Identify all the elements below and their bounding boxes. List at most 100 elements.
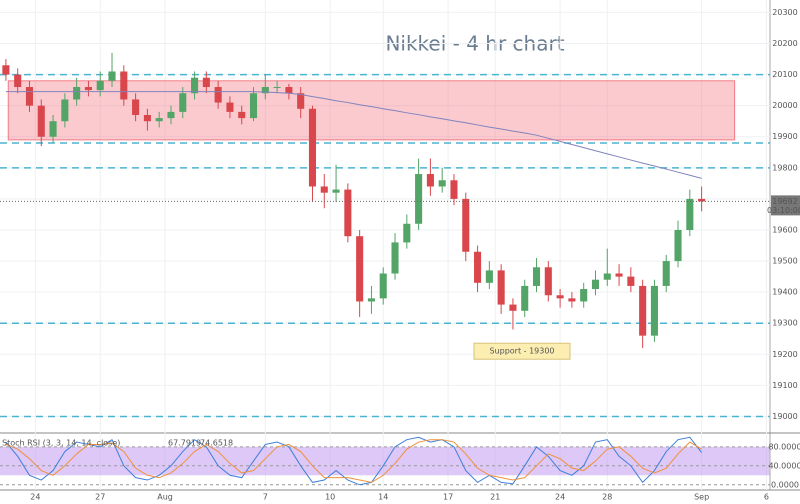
candle-body xyxy=(556,295,564,299)
candle-body xyxy=(521,285,529,311)
last-price-box xyxy=(771,195,800,216)
annotation-box xyxy=(473,342,571,360)
y-tick-label: 20300 xyxy=(772,8,797,17)
candle-body xyxy=(698,198,706,202)
candle-body xyxy=(438,180,446,187)
y-tick-label: 20100 xyxy=(772,70,797,79)
candle-body xyxy=(403,223,411,243)
candle-body xyxy=(2,65,10,75)
y-tick-label: 19100 xyxy=(772,381,797,390)
candle-body xyxy=(285,87,293,94)
candle-body xyxy=(686,198,694,230)
candle-body xyxy=(603,273,611,280)
candle-body xyxy=(497,270,505,305)
candle-body xyxy=(132,99,140,115)
candle-body xyxy=(344,189,352,237)
candle-body xyxy=(37,105,45,137)
candle-body xyxy=(226,102,234,112)
indicator-title: Stoch RSI (3, 3, 14, 14, close) xyxy=(2,439,120,448)
stoch-line xyxy=(5,439,702,483)
candle-body xyxy=(415,174,423,224)
x-tick-label: 7 xyxy=(263,493,268,502)
candle-body xyxy=(367,298,375,302)
candle-body xyxy=(167,111,175,119)
candle-body xyxy=(84,87,92,91)
annotation: Support - 19300 xyxy=(489,347,554,356)
candle-body xyxy=(332,189,340,193)
candle-body xyxy=(509,304,517,311)
candle-body xyxy=(297,93,305,109)
x-tick-label: Aug xyxy=(157,493,173,502)
x-tick-label: 6 xyxy=(764,493,769,502)
candle-body xyxy=(485,270,493,283)
y-tick-label: 19900 xyxy=(772,132,797,141)
candle-body xyxy=(532,267,541,286)
indicator-value: 67.7919 xyxy=(168,439,201,448)
resistance-zone xyxy=(7,80,736,141)
candle-body xyxy=(179,93,187,112)
candle-body xyxy=(591,279,600,290)
y-tick-label: 19500 xyxy=(772,257,797,266)
candle-body xyxy=(73,87,81,100)
candle-body xyxy=(379,273,387,299)
y-tick-label: 20200 xyxy=(772,39,797,48)
x-tick-label: 24 xyxy=(30,493,40,502)
moving-average xyxy=(5,91,702,179)
y-tick-label: 19300 xyxy=(772,319,797,328)
candle-body xyxy=(49,121,57,137)
candle-body xyxy=(25,87,34,106)
candle-body xyxy=(356,236,364,302)
countdown-label: 03:10:00 xyxy=(767,206,800,215)
x-tick-label: Sep xyxy=(694,493,709,502)
y-tick-label: 19400 xyxy=(772,288,797,297)
x-tick-label: 28 xyxy=(602,493,612,502)
last-price-label: 19692 xyxy=(772,197,797,206)
y-tick-label: 19000 xyxy=(772,412,797,421)
candle-body xyxy=(474,251,482,283)
x-tick-label: 10 xyxy=(325,493,335,502)
candle-body xyxy=(650,285,658,336)
y-tick-label: 40.0000 xyxy=(768,461,800,470)
x-tick-label: 27 xyxy=(95,493,105,502)
candle-body xyxy=(14,74,22,88)
candle-body xyxy=(450,180,458,199)
y-tick-label: 20000 xyxy=(772,101,797,110)
candle-body xyxy=(96,80,104,91)
candle-body xyxy=(615,273,623,277)
candle-body xyxy=(308,108,317,187)
x-tick-label: 24 xyxy=(555,493,565,502)
candle-body xyxy=(544,267,552,296)
candle-body xyxy=(568,298,576,302)
candle-body xyxy=(391,242,399,274)
candle-body xyxy=(108,71,116,81)
y-tick-label: 19600 xyxy=(772,225,797,234)
candle-body xyxy=(249,93,258,119)
candle-body xyxy=(61,99,69,122)
y-tick-label: 0.0000 xyxy=(771,480,799,489)
candle-body xyxy=(155,118,163,122)
x-tick-label: 14 xyxy=(378,493,388,502)
candle-body xyxy=(202,77,210,88)
candle-body xyxy=(120,71,128,100)
candle-body xyxy=(426,174,434,187)
candle-body xyxy=(261,87,269,94)
y-tick-label: 19200 xyxy=(772,350,797,359)
stoch-line xyxy=(5,436,703,486)
x-tick-label: 17 xyxy=(443,493,453,502)
candle-body xyxy=(143,114,151,122)
y-tick-label: 19800 xyxy=(772,163,797,172)
y-tick-label: 80.0000 xyxy=(768,442,800,451)
candle-body xyxy=(462,198,470,252)
candle-body xyxy=(238,111,246,119)
candle-body xyxy=(662,261,670,286)
candle-body xyxy=(320,186,328,193)
candle-body xyxy=(214,87,222,103)
candle-body xyxy=(273,87,281,89)
x-tick-label: 21 xyxy=(490,493,500,502)
candle-body xyxy=(191,77,199,94)
candle-body xyxy=(580,289,588,302)
candle-body xyxy=(639,285,647,336)
candle-body xyxy=(674,229,682,262)
